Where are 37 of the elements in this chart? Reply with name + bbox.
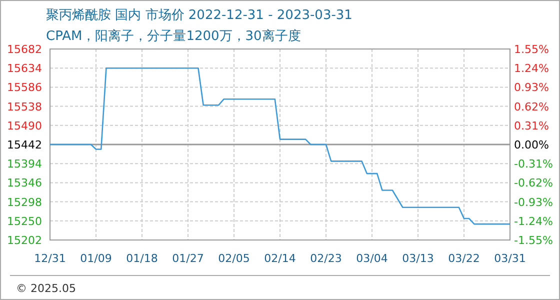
x-tick-label: 02/23 xyxy=(310,252,342,265)
y2-tick-label: 1.55% xyxy=(514,43,549,56)
y-tick-label: 15394 xyxy=(7,158,42,171)
y-tick-label: 15346 xyxy=(7,176,42,190)
y2-tick-label: 0.31% xyxy=(514,119,549,132)
chart-title: 聚丙烯酰胺 国内 市场价 2022-12-31 - 2023-03-31 xyxy=(46,8,352,23)
x-tick-label: 01/18 xyxy=(126,252,158,265)
y-tick-label: 15586 xyxy=(7,81,42,94)
y-tick-label: 15538 xyxy=(7,100,42,114)
line-series xyxy=(49,67,511,225)
y-tick-label: 15442 xyxy=(7,138,42,152)
x-tick-label: 01/09 xyxy=(80,252,112,265)
y-tick-label: 15202 xyxy=(7,234,42,247)
y2-tick-label: 0.00% xyxy=(514,138,549,152)
y-tick-label: 15634 xyxy=(7,62,42,76)
y2-tick-label: 0.62% xyxy=(514,100,549,114)
y2-tick-label: -0.31% xyxy=(514,158,553,171)
y-tick-label: 15298 xyxy=(7,196,42,209)
x-tick-label: 12/31 xyxy=(34,252,66,265)
y-tick-label: 15490 xyxy=(7,119,42,132)
y2-tick-label: -1.24% xyxy=(514,214,553,228)
x-tick-label: 03/13 xyxy=(402,252,434,265)
y-tick-label: 15250 xyxy=(7,214,42,228)
x-tick-label: 02/14 xyxy=(264,252,296,265)
y-tick-label: 15682 xyxy=(7,43,42,56)
y2-tick-label: 1.24% xyxy=(514,62,549,76)
x-tick-label: 01/27 xyxy=(172,252,204,265)
x-tick-label: 02/05 xyxy=(218,252,250,265)
y2-tick-label: -1.55% xyxy=(514,234,553,247)
y2-tick-label: -0.62% xyxy=(514,176,553,190)
text: © 2025.05 xyxy=(16,282,76,295)
x-tick-label: 03/04 xyxy=(356,252,388,265)
y2-tick-label: 0.93% xyxy=(514,81,549,94)
x-tick-label: 03/22 xyxy=(448,252,480,265)
chart-subtitle: CPAM，阳离子，分子量1200万，30离子度 xyxy=(46,28,301,44)
x-tick-label: 03/31 xyxy=(494,252,526,265)
y2-tick-label: -0.93% xyxy=(514,196,553,209)
